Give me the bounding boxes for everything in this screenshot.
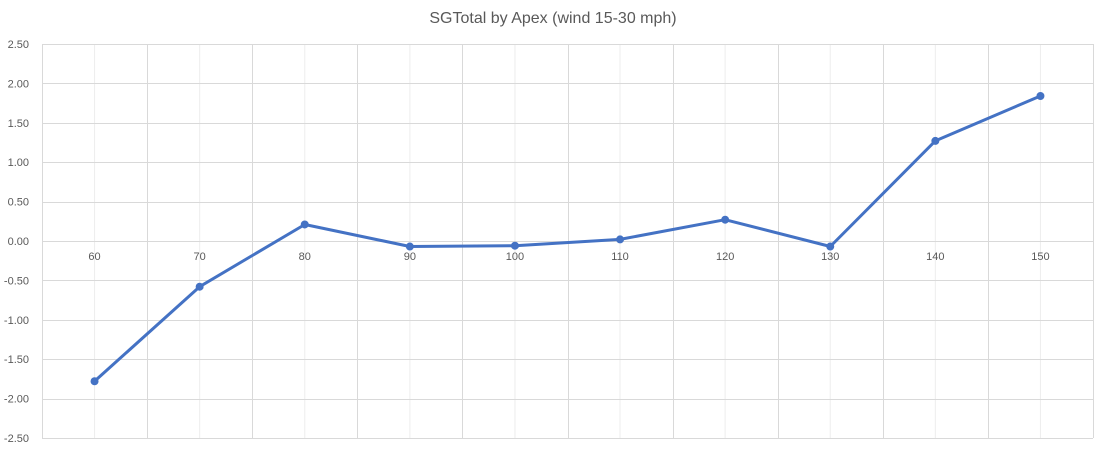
x-tick-label: 80 (299, 251, 311, 263)
data-point[interactable] (405, 242, 414, 251)
x-tick-label: 150 (1031, 251, 1049, 263)
y-tick-label: 2.50 (8, 39, 29, 51)
x-axis-tick-labels: 60 70 80 90 100 110 120 130 140 150 (88, 251, 1049, 263)
x-tick-label: 140 (926, 251, 944, 263)
x-tick-label: 90 (404, 251, 416, 263)
y-tick-label: 1.00 (8, 157, 29, 169)
y-tick-label: -1.00 (4, 315, 29, 327)
x-tick-label: 60 (88, 251, 100, 263)
series-layer (90, 92, 1045, 386)
chart-title: SGTotal by Apex (wind 15-30 mph) (429, 10, 676, 27)
y-axis-tick-labels: 2.50 2.00 1.50 1.00 0.50 0.00 -0.50 -1.00 -1.50 -… (4, 39, 29, 445)
data-point[interactable] (1036, 92, 1045, 101)
data-point[interactable] (721, 215, 730, 224)
x-tick-label: 120 (716, 251, 734, 263)
data-point[interactable] (510, 241, 519, 250)
y-tick-label: -1.50 (4, 354, 29, 366)
data-point[interactable] (195, 282, 204, 291)
y-tick-label: 1.50 (8, 118, 29, 130)
y-tick-label: 0.50 (8, 197, 29, 209)
y-tick-label: -2.00 (4, 394, 29, 406)
data-point[interactable] (616, 235, 625, 244)
y-tick-label: -0.50 (4, 275, 29, 287)
x-tick-label: 130 (821, 251, 839, 263)
y-tick-label: 2.00 (8, 78, 29, 90)
y-tick-label: 0.00 (8, 236, 29, 248)
x-tick-label: 100 (506, 251, 524, 263)
major-gridlines (42, 44, 1094, 439)
x-tick-label: 70 (194, 251, 206, 263)
x-tick-label: 110 (611, 251, 629, 263)
data-point[interactable] (931, 136, 940, 145)
y-tick-label: -2.50 (4, 433, 29, 445)
data-point[interactable] (826, 242, 835, 251)
data-point[interactable] (300, 220, 309, 229)
series-line (93, 94, 1042, 383)
data-point[interactable] (90, 377, 99, 386)
